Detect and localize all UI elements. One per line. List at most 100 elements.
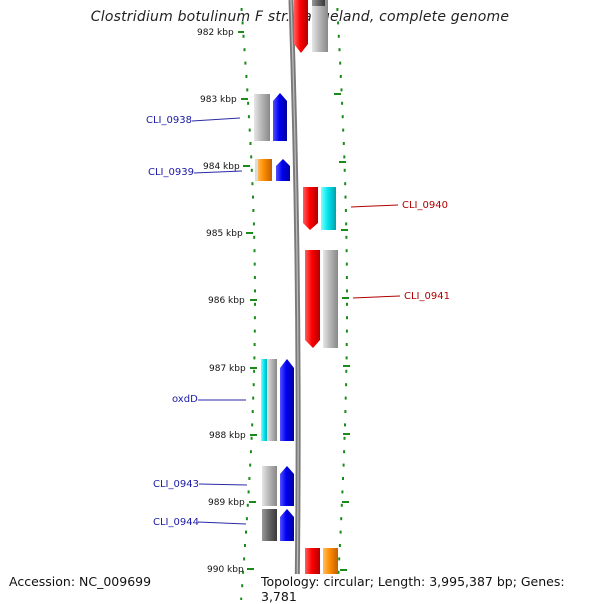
ruler-dot — [344, 423, 346, 427]
ruler-dot — [345, 343, 348, 346]
ruler-dot — [346, 316, 348, 320]
tick-label: 983 kbp — [200, 95, 237, 105]
ruler-dot — [247, 101, 250, 105]
gene-red-top[interactable] — [294, 0, 308, 53]
ruler-dot — [245, 75, 248, 78]
ruler-dot — [341, 490, 344, 494]
ruler-dot — [338, 48, 341, 52]
ruler-dot — [242, 34, 245, 38]
tick-label: 988 kbp — [209, 431, 246, 441]
gene-dark-0944[interactable] — [262, 509, 277, 541]
ruler-dot — [337, 570, 340, 574]
ruler-dot — [250, 168, 253, 172]
ruler-dot — [343, 155, 346, 159]
gene-cli-0939[interactable] — [276, 159, 290, 181]
features — [254, 0, 338, 600]
ruler-dot — [342, 463, 345, 467]
ruler-dot — [341, 115, 344, 119]
ruler-dot — [341, 101, 344, 105]
ruler-dot — [253, 316, 256, 320]
ruler-dot — [345, 262, 348, 266]
ruler-dot — [345, 329, 348, 333]
tick-label: 982 kbp — [197, 28, 234, 38]
tick-label: 990 kbp — [207, 565, 244, 575]
ruler-dots — [240, 8, 348, 600]
ruler-dot — [345, 235, 348, 239]
ruler-dot — [241, 21, 244, 25]
gene-cli-0941[interactable] — [305, 250, 320, 348]
topology-text: Topology: circular; Length: 3,995,387 bp… — [259, 574, 600, 604]
ruler-dot — [253, 329, 256, 333]
ruler-dot — [245, 517, 248, 521]
gene-labels: CLI_0938 CLI_0939 CLI_0940 CLI_0941 oxdD… — [146, 115, 450, 528]
ruler-dot — [249, 142, 252, 145]
ruler-dot — [345, 222, 348, 226]
ruler-dot — [253, 262, 256, 266]
ruler-dot — [340, 517, 343, 521]
ruler-dot — [254, 289, 256, 293]
tick-label: 984 kbp — [203, 162, 240, 172]
ruler-dot — [342, 477, 344, 480]
ruler-dot — [338, 557, 341, 561]
gene-gray-0943[interactable] — [262, 466, 277, 506]
tick-label: 989 kbp — [208, 498, 245, 508]
gene-label-cli-0941[interactable]: CLI_0941 — [404, 291, 450, 302]
ruler-dot — [252, 209, 255, 212]
ruler-dot — [343, 436, 346, 440]
ruler-dot — [251, 423, 254, 427]
ruler-dot — [252, 222, 255, 226]
accession-text: Accession: NC_009699 — [7, 574, 154, 589]
gene-cyan-0940[interactable] — [321, 187, 336, 230]
ruler-dot — [253, 235, 256, 239]
gene-label-cli-0943[interactable]: CLI_0943 — [153, 479, 199, 490]
gene-gray-0941[interactable] — [323, 250, 338, 348]
ruler-dot — [340, 503, 343, 507]
gene-label-oxdd[interactable]: oxdD — [172, 394, 198, 405]
ruler-dot — [253, 276, 256, 279]
ruler-dot — [338, 544, 341, 547]
gene-gray-0938[interactable] — [254, 94, 270, 141]
gene-cli-0940[interactable] — [303, 187, 318, 230]
gene-label-cli-0939[interactable]: CLI_0939 — [148, 167, 194, 178]
ruler-dot — [243, 557, 246, 561]
ruler-dot — [241, 584, 244, 588]
ruler-dot — [343, 450, 346, 454]
gene-cli-0943[interactable] — [280, 466, 294, 506]
ruler-dot — [252, 195, 254, 199]
ruler-dot — [253, 369, 256, 373]
ruler-dot — [246, 88, 249, 92]
ruler-dot — [337, 34, 340, 38]
gene-cli-0938[interactable] — [273, 93, 287, 141]
ruler-dot — [346, 289, 348, 293]
ruler-dot — [252, 383, 255, 387]
gene-cyan-oxdd[interactable] — [261, 359, 268, 441]
leader-lines — [191, 117, 401, 525]
gene-label-cli-0944[interactable]: CLI_0944 — [153, 517, 199, 528]
gene-cli-0944[interactable] — [280, 509, 294, 541]
gene-orange-0939[interactable] — [257, 159, 272, 181]
ruler-dot — [240, 8, 243, 11]
tick-group: 982 kbp 983 kbp 984 kbp 985 kbp 986 kbp … — [197, 28, 350, 575]
ruler-dot — [254, 302, 256, 306]
gene-label-cli-0938[interactable]: CLI_0938 — [146, 115, 192, 126]
ruler-dot — [240, 597, 243, 600]
ruler-dot — [345, 356, 348, 360]
ruler-dot — [345, 249, 348, 253]
ruler-dot — [249, 463, 252, 467]
gene-dark-top[interactable] — [312, 0, 325, 6]
ruler-dot — [250, 155, 253, 159]
ruler-dot — [344, 396, 347, 400]
ruler-dot — [344, 209, 347, 212]
gene-gray-top[interactable] — [312, 0, 328, 52]
gene-gray-oxdd[interactable] — [267, 359, 277, 441]
ruler-dot — [342, 142, 345, 145]
ruler-dot — [248, 477, 251, 480]
ruler-dot — [253, 356, 256, 360]
gene-oxdd[interactable] — [280, 359, 294, 441]
ruler-dot — [342, 128, 345, 132]
ruler-dot — [344, 195, 347, 199]
gene-label-cli-0940[interactable]: CLI_0940 — [402, 200, 448, 211]
ruler-dot — [345, 276, 348, 279]
ruler-dot — [246, 503, 249, 507]
